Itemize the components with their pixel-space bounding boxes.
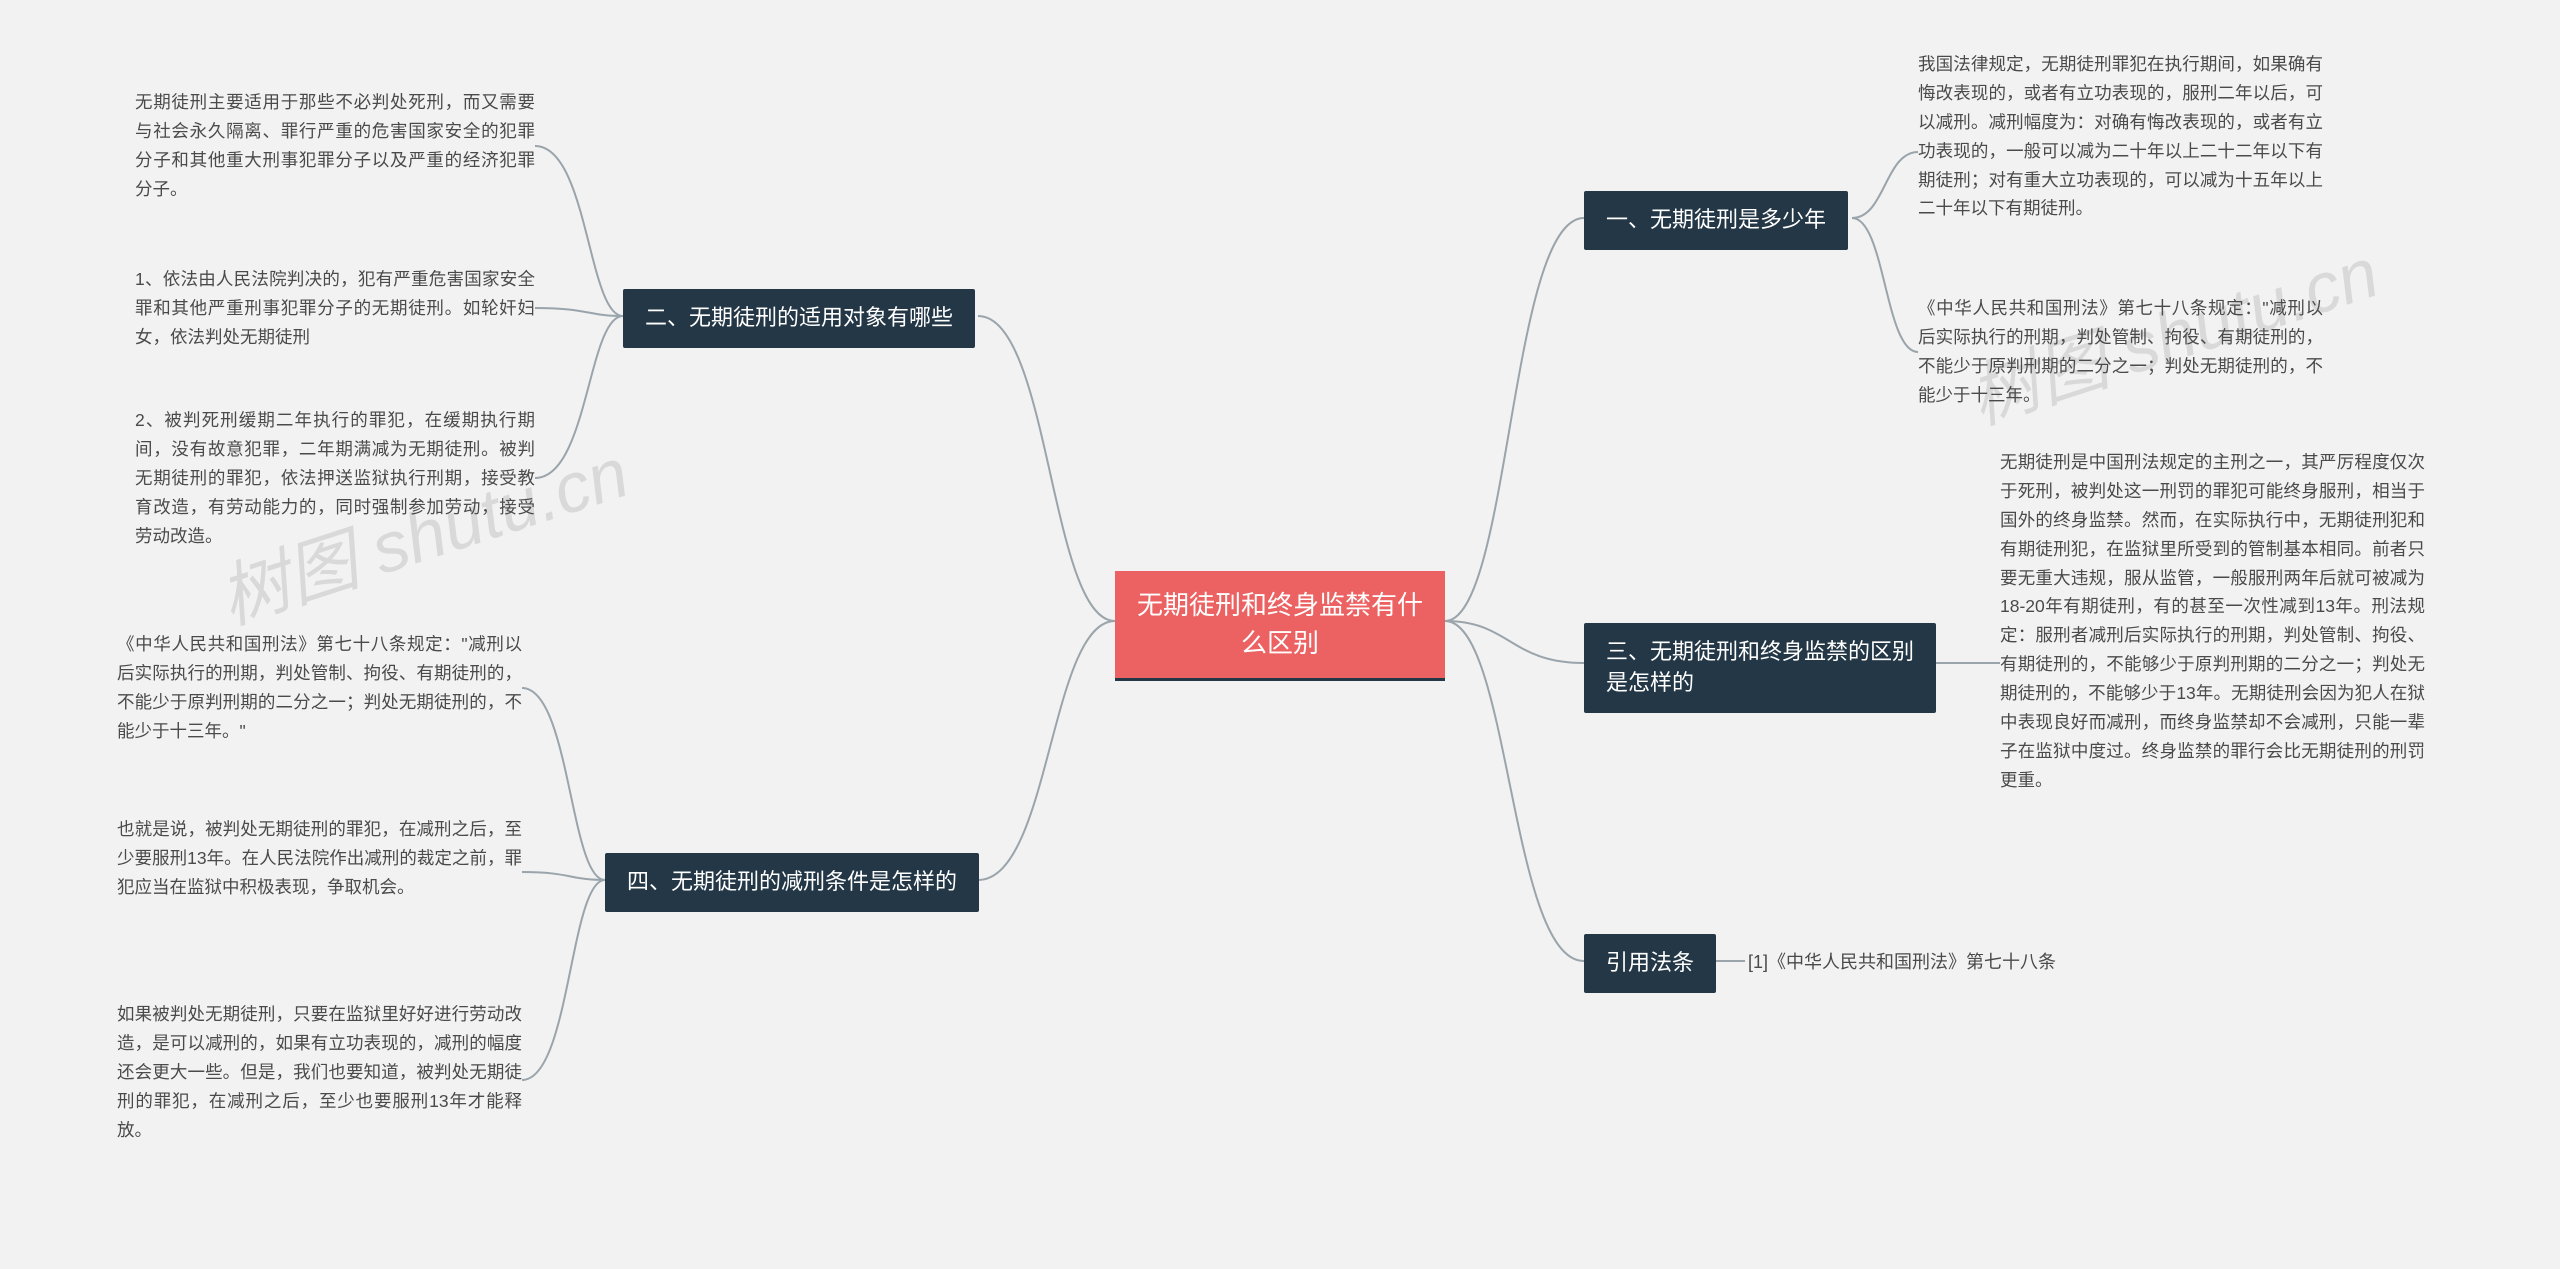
branch-r1: 一、无期徒刑是多少年 [1584, 191, 1848, 250]
leaf-l4-2: 如果被判处无期徒刑，只要在监狱里好好进行劳动改造，是可以减刑的，如果有立功表现的… [117, 1000, 522, 1144]
root-node: 无期徒刑和终身监禁有什么区别 [1115, 571, 1445, 681]
leaf-l2-2: 2、被判死刑缓期二年执行的罪犯，在缓期执行期间，没有故意犯罪，二年期满减为无期徒… [135, 406, 535, 550]
leaf-r1-0: 我国法律规定，无期徒刑罪犯在执行期间，如果确有悔改表现的，或者有立功表现的，服刑… [1918, 50, 2323, 223]
leaf-l2-1: 1、依法由人民法院判决的，犯有严重危害国家安全罪和其他严重刑事犯罪分子的无期徒刑… [135, 265, 535, 352]
branch-r3: 三、无期徒刑和终身监禁的区别是怎样的 [1584, 623, 1936, 713]
leaf-ref-inline: [1]《中华人民共和国刑法》第七十八条 [1748, 949, 2056, 976]
leaf-l4-0: 《中华人民共和国刑法》第七十八条规定："减刑以后实际执行的刑期，判处管制、拘役、… [117, 630, 522, 746]
leaf-r3-0: 无期徒刑是中国刑法规定的主刑之一，其严厉程度仅次于死刑，被判处这一刑罚的罪犯可能… [2000, 448, 2425, 795]
leaf-l2-0: 无期徒刑主要适用于那些不必判处死刑，而又需要与社会永久隔离、罪行严重的危害国家安… [135, 88, 535, 204]
branch-l4: 四、无期徒刑的减刑条件是怎样的 [605, 853, 979, 912]
mindmap-canvas: 树图 shutu.cn 树图 shutu.cn 无期徒刑和终身监禁有什么区别 一… [0, 0, 2560, 1269]
branch-ref: 引用法条 [1584, 934, 1716, 993]
branch-l2: 二、无期徒刑的适用对象有哪些 [623, 289, 975, 348]
leaf-r1-1: 《中华人民共和国刑法》第七十八条规定："减刑以后实际执行的刑期，判处管制、拘役、… [1918, 294, 2323, 410]
leaf-l4-1: 也就是说，被判处无期徒刑的罪犯，在减刑之后，至少要服刑13年。在人民法院作出减刑… [117, 815, 522, 902]
